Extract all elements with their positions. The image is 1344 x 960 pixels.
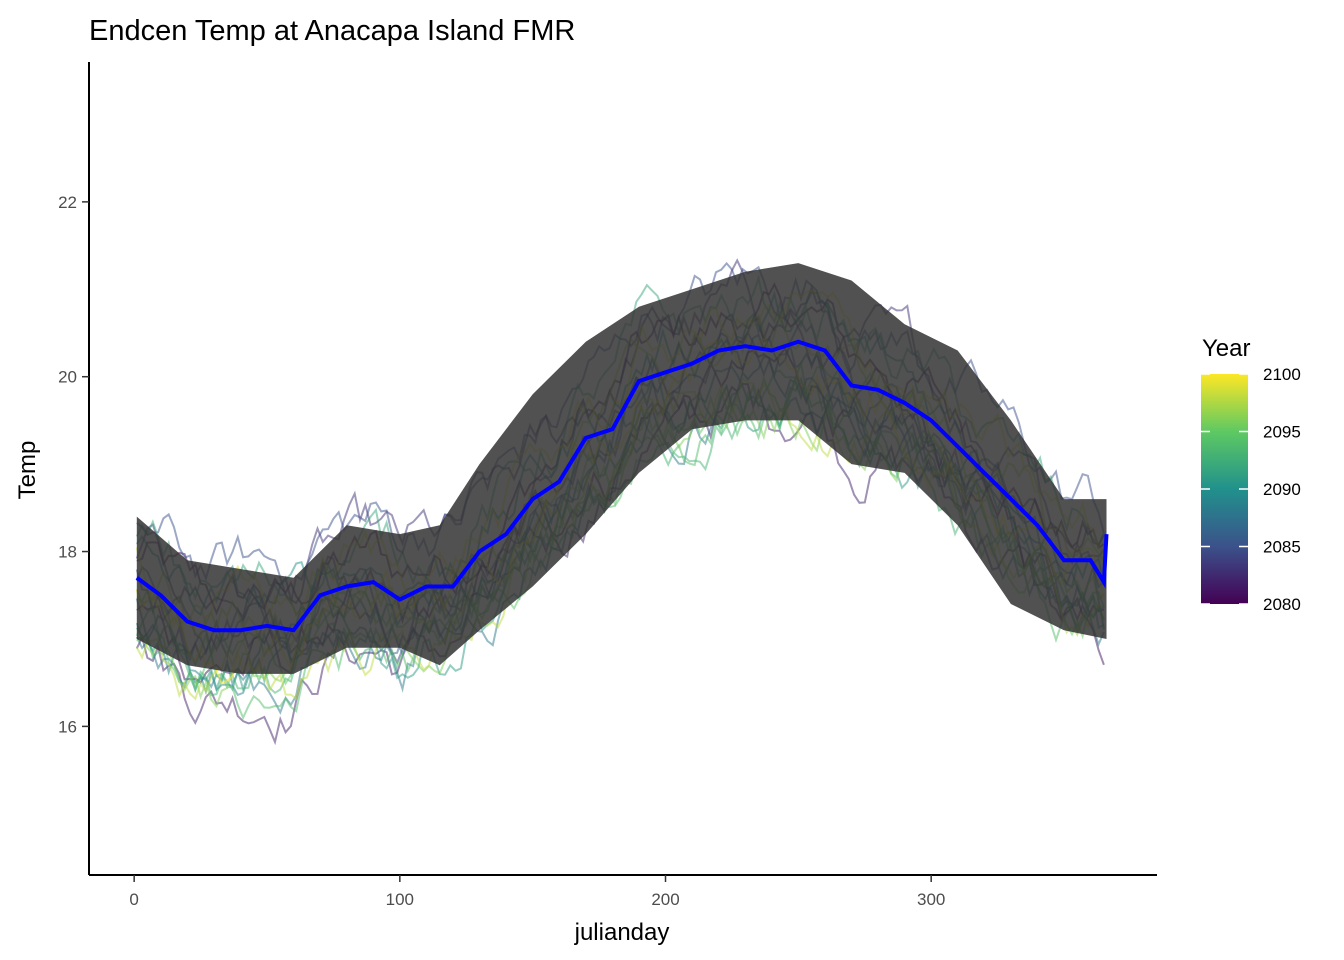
- legend-tick-label: 2100: [1263, 365, 1301, 384]
- x-tick-label: 100: [386, 890, 414, 909]
- x-tick-label: 0: [129, 890, 138, 909]
- plot-area: [135, 258, 1109, 746]
- y-tick-label: 20: [58, 368, 77, 387]
- legend-title: Year: [1202, 335, 1251, 362]
- y-axis-title: Temp: [14, 441, 41, 500]
- confidence-band: [136, 263, 1107, 674]
- y-tick-label: 18: [58, 543, 77, 562]
- x-axis-title: julianday: [574, 919, 670, 946]
- x-ticks: 0 100 200 300: [129, 875, 945, 909]
- chart-title: Endcen Temp at Anacapa Island FMR: [89, 15, 575, 47]
- y-tick-label: 16: [58, 717, 77, 736]
- legend-tick-label: 2095: [1263, 423, 1301, 442]
- legend-tick-label: 2080: [1263, 595, 1301, 614]
- legend-tick-label: 2090: [1263, 480, 1301, 499]
- x-tick-label: 300: [917, 890, 945, 909]
- legend-tick-label: 2085: [1263, 538, 1301, 557]
- y-tick-label: 22: [58, 193, 77, 212]
- y-ticks: 16 18 20 22: [58, 193, 89, 736]
- mean-line: [135, 339, 1109, 633]
- legend-ticks: 2080 2085 2090 2095 2100: [1201, 365, 1301, 614]
- x-tick-label: 200: [651, 890, 679, 909]
